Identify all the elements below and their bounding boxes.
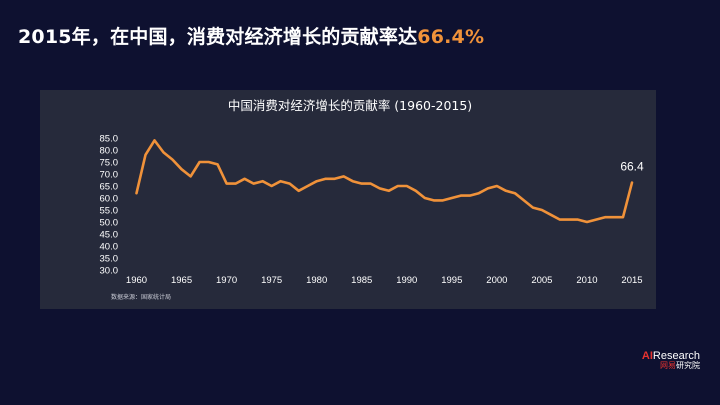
data-point [604, 216, 606, 218]
data-point [396, 185, 399, 187]
end-value-label: 66.4 [620, 160, 644, 174]
data-point [496, 185, 498, 187]
data-point [342, 175, 345, 178]
brand-research: Research [652, 350, 700, 362]
x-tick-label: 2000 [486, 275, 507, 286]
data-point [180, 168, 183, 170]
brand-ai: AI [641, 350, 653, 362]
x-tick-label: 2005 [531, 275, 552, 286]
source-note: 数据来源：国家统计局 [111, 293, 171, 301]
x-tick-label: 1970 [216, 275, 237, 286]
headline: 2015年，在中国，消费对经济增长的贡献率达66.4% [18, 22, 484, 49]
data-point [568, 218, 570, 221]
brand-cn-white: 研究院 [676, 361, 700, 370]
chart-panel: 中国消费对经济增长的贡献率 (1960-2015) 85.0 80.0 75.0 70… [40, 90, 656, 309]
headline-highlight: 66.4% [417, 26, 485, 48]
line-chart: 中国消费对经济增长的贡献率 (1960-2015) 85.080.075.070… [100, 98, 645, 301]
brand-logo: AIResearch 网易研究院 [642, 351, 700, 371]
brand-cn-red: 网易 [660, 361, 676, 370]
data-point [423, 197, 426, 199]
data-point [433, 199, 435, 202]
y-tick-label: 45.0 [100, 230, 119, 241]
data-point [207, 161, 210, 163]
data-point [369, 182, 372, 185]
data-point [261, 180, 264, 182]
x-tick-label: 1965 [171, 275, 192, 286]
data-point [198, 161, 201, 163]
data-point [288, 182, 291, 185]
data-point [252, 182, 255, 185]
data-point [189, 175, 192, 178]
data-point [333, 178, 336, 180]
x-tick-label: 1985 [351, 275, 372, 286]
x-tick-label: 1960 [126, 275, 147, 286]
data-point [487, 187, 489, 190]
data-point [306, 185, 309, 187]
data-point [315, 180, 318, 182]
y-tick-label: 85.0 [100, 134, 119, 145]
x-tick-label: 1975 [261, 275, 282, 286]
y-tick-label: 50.0 [100, 218, 119, 229]
data-point [469, 194, 471, 197]
data-point [505, 190, 507, 192]
data-point [577, 218, 579, 221]
y-tick-label: 70.0 [100, 170, 119, 181]
data-point [234, 182, 237, 185]
x-tick-label: 1995 [441, 275, 462, 286]
x-tick-label: 1980 [306, 275, 327, 286]
data-point [451, 197, 453, 199]
data-point [387, 190, 390, 192]
data-point [631, 181, 633, 184]
data-point [613, 216, 615, 218]
data-point [378, 187, 381, 190]
data-point [622, 216, 624, 218]
chart-title: 中国消费对经济增长的贡献率 (1960-2015) [228, 98, 472, 113]
data-point [460, 194, 462, 197]
data-point [360, 182, 363, 185]
data-point [514, 192, 516, 194]
data-point [171, 158, 174, 161]
y-axis: 85.080.075.070.065.060.055.050.045.040.0… [100, 134, 119, 277]
data-point [559, 218, 561, 221]
data-point [523, 199, 525, 202]
data-point [324, 178, 327, 180]
data-point [243, 178, 246, 180]
data-point [297, 190, 300, 192]
data-point [270, 185, 273, 187]
y-tick-label: 65.0 [100, 182, 119, 193]
data-point [279, 180, 282, 182]
data-point [532, 206, 534, 209]
y-tick-label: 35.0 [100, 254, 119, 265]
x-tick-label: 2015 [621, 275, 642, 286]
y-tick-label: 80.0 [100, 146, 119, 157]
data-point [595, 218, 597, 221]
data-point [541, 209, 543, 211]
data-point [478, 192, 480, 194]
y-tick-label: 60.0 [100, 194, 119, 205]
data-point [153, 139, 156, 142]
data-point [442, 199, 444, 202]
data-point [586, 221, 588, 223]
data-point [351, 180, 354, 182]
data-point [216, 163, 219, 166]
y-tick-label: 75.0 [100, 158, 119, 169]
data-point [162, 151, 165, 154]
x-tick-label: 1990 [396, 275, 417, 286]
headline-text: 2015年，在中国，消费对经济增长的贡献率达 [18, 26, 418, 48]
series-line [135, 139, 634, 224]
data-point [405, 185, 408, 187]
data-point [144, 154, 147, 156]
data-point [135, 192, 138, 194]
x-tick-label: 2010 [576, 275, 597, 286]
y-tick-label: 30.0 [100, 266, 119, 277]
data-point [414, 190, 417, 192]
y-tick-label: 40.0 [100, 242, 119, 253]
y-tick-label: 55.0 [100, 206, 119, 217]
data-point [225, 182, 228, 185]
data-point [550, 214, 552, 216]
data-points [135, 139, 633, 223]
x-axis: 1960 1965 1970 1975 1980 1985 1990 1995 2000 2005… [126, 275, 643, 286]
